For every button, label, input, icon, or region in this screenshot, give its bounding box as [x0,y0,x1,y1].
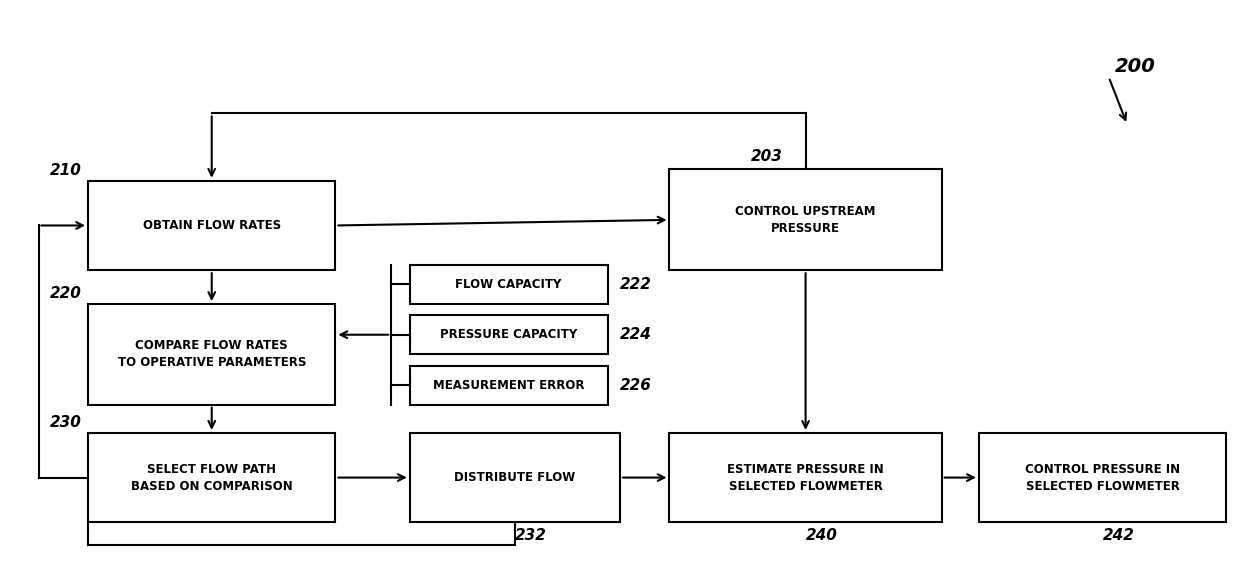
Bar [409,433,620,522]
Text: 210: 210 [50,163,82,178]
Text: SELECT FLOW PATH
BASED ON COMPARISON: SELECT FLOW PATH BASED ON COMPARISON [131,463,293,493]
Text: 220: 220 [50,286,82,301]
Text: COMPARE FLOW RATES
TO OPERATIVE PARAMETERS: COMPARE FLOW RATES TO OPERATIVE PARAMETE… [118,339,306,369]
Text: 232: 232 [515,528,547,543]
Text: OBTAIN FLOW RATES: OBTAIN FLOW RATES [143,219,280,232]
Text: 224: 224 [620,327,652,342]
Text: 200: 200 [1115,57,1156,77]
Bar [409,265,608,304]
Bar [88,433,336,522]
Text: PRESSURE CAPACITY: PRESSURE CAPACITY [440,328,578,341]
Bar [670,433,941,522]
Text: 226: 226 [620,378,652,392]
Bar [670,169,941,270]
Text: CONTROL PRESSURE IN
SELECTED FLOWMETER: CONTROL PRESSURE IN SELECTED FLOWMETER [1025,463,1180,493]
Text: DISTRIBUTE FLOW: DISTRIBUTE FLOW [454,471,575,484]
Text: FLOW CAPACITY: FLOW CAPACITY [455,278,562,291]
Text: 230: 230 [50,415,82,430]
Text: 240: 240 [806,528,837,543]
Text: 203: 203 [751,149,782,164]
Text: MEASUREMENT ERROR: MEASUREMENT ERROR [433,379,584,392]
Bar [978,433,1226,522]
Bar [409,315,608,354]
Text: CONTROL UPSTREAM
PRESSURE: CONTROL UPSTREAM PRESSURE [735,205,875,235]
Bar [88,181,336,270]
Text: 222: 222 [620,277,652,292]
Bar [409,365,608,405]
Text: 242: 242 [1102,528,1135,543]
Bar [88,304,336,405]
Text: ESTIMATE PRESSURE IN
SELECTED FLOWMETER: ESTIMATE PRESSURE IN SELECTED FLOWMETER [727,463,884,493]
